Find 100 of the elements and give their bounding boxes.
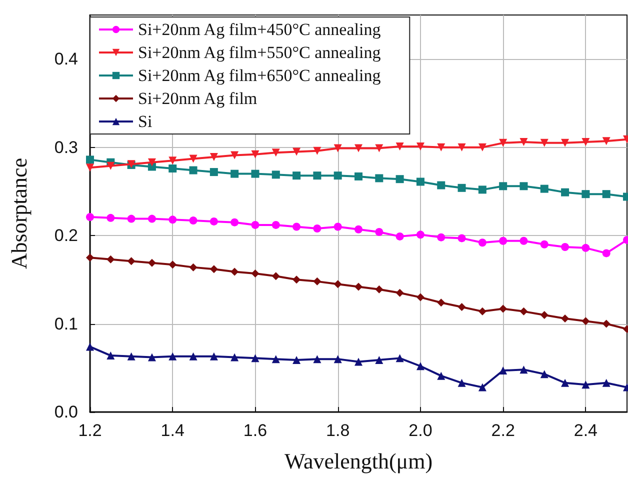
point — [540, 310, 548, 319]
point — [230, 170, 239, 178]
x-tick-label: 1.6 — [243, 421, 268, 440]
y-tick-label: 0.2 — [54, 226, 78, 246]
point — [561, 243, 570, 252]
point — [478, 238, 486, 247]
point — [582, 244, 590, 252]
point — [106, 352, 115, 360]
point — [499, 236, 508, 245]
point — [251, 269, 260, 278]
point — [602, 190, 610, 198]
point — [313, 172, 322, 180]
point — [86, 254, 94, 262]
point — [292, 172, 301, 180]
point — [334, 222, 342, 231]
point — [334, 355, 342, 364]
point — [540, 240, 548, 248]
point — [520, 236, 528, 245]
point — [251, 354, 260, 362]
point — [334, 172, 342, 180]
point — [272, 170, 280, 179]
legend-label: Si+20nm Ag film+450°C annealing — [138, 20, 382, 39]
point — [499, 366, 508, 375]
point — [375, 144, 384, 152]
point — [210, 153, 218, 162]
point — [437, 181, 446, 190]
point — [313, 146, 322, 155]
point — [437, 143, 446, 152]
point — [251, 150, 260, 158]
point — [561, 138, 570, 147]
point — [520, 182, 528, 190]
point — [458, 234, 466, 242]
point — [540, 138, 548, 147]
legend-label: Si — [138, 112, 152, 131]
point — [230, 353, 239, 362]
point — [375, 285, 384, 294]
point — [354, 282, 362, 291]
x-tick-label: 2.2 — [491, 421, 515, 440]
point — [561, 378, 570, 387]
point — [148, 258, 156, 267]
y-tick-label: 0.4 — [54, 50, 78, 69]
x-tick-label: 1.2 — [78, 421, 102, 440]
point — [437, 298, 446, 307]
point — [458, 143, 466, 152]
point — [499, 182, 508, 190]
point — [272, 355, 280, 364]
point — [168, 216, 177, 224]
point — [210, 265, 218, 274]
x-tick-label: 1.4 — [160, 421, 184, 440]
point — [416, 362, 424, 370]
point — [396, 232, 404, 240]
point — [272, 272, 280, 280]
point — [561, 188, 570, 196]
point — [416, 142, 424, 150]
point — [499, 304, 508, 313]
point — [168, 260, 177, 269]
point — [272, 220, 280, 229]
legend-label: Si+20nm Ag film+550°C annealing — [138, 43, 382, 62]
point — [520, 138, 528, 146]
point — [148, 353, 156, 362]
point — [86, 213, 94, 222]
point — [292, 148, 301, 156]
point — [416, 293, 424, 302]
point — [230, 268, 239, 276]
point — [582, 317, 590, 326]
point — [106, 162, 115, 170]
point — [168, 164, 177, 173]
point — [602, 320, 610, 328]
point — [416, 230, 424, 239]
point — [375, 356, 384, 364]
point — [354, 172, 362, 180]
point — [313, 277, 322, 286]
point — [168, 156, 177, 165]
point — [375, 228, 384, 236]
point — [602, 137, 610, 146]
point — [437, 233, 446, 242]
point — [251, 170, 260, 178]
point — [499, 138, 508, 147]
point — [313, 355, 322, 364]
point — [478, 186, 486, 194]
y-tick-label: 0.0 — [54, 402, 78, 422]
point — [86, 156, 94, 164]
point — [189, 166, 198, 174]
point — [354, 358, 362, 366]
point — [334, 144, 342, 152]
point — [375, 174, 384, 182]
point — [602, 249, 610, 258]
point — [334, 280, 342, 288]
point — [272, 148, 280, 157]
point — [189, 154, 198, 163]
point — [478, 383, 486, 392]
point — [230, 218, 239, 226]
point — [210, 168, 218, 176]
point — [189, 263, 198, 272]
legend-label: Si+20nm Ag film — [138, 89, 258, 108]
point — [478, 143, 486, 152]
point — [582, 190, 590, 198]
point — [148, 158, 156, 166]
point — [396, 175, 404, 184]
point — [127, 214, 136, 223]
